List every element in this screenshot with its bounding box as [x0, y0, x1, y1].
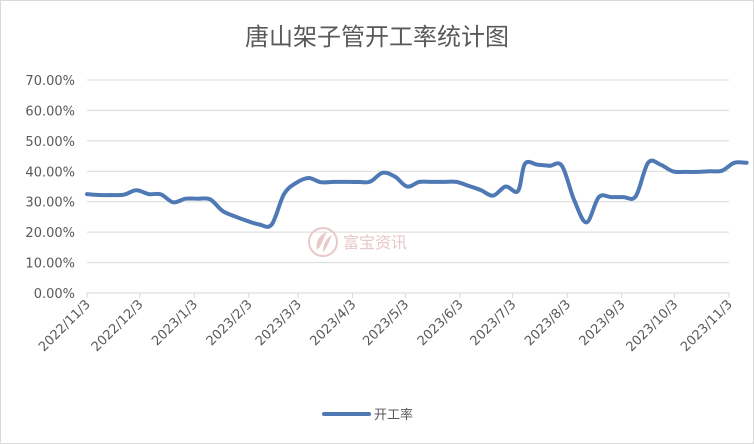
chart-title: 唐山架子管开工率统计图: [245, 23, 509, 51]
y-tick-label: 0.00%: [34, 287, 75, 302]
gridlines: [87, 79, 729, 294]
series-layer: [85, 158, 749, 229]
x-tick-label: 2023/9/3: [577, 297, 629, 349]
series-line-0: [85, 158, 749, 229]
y-tick-label: 50.00%: [25, 135, 75, 150]
legend-label: 开工率: [374, 407, 413, 423]
watermark-text: 富宝资讯: [343, 233, 407, 252]
watermark: 富宝资讯: [308, 227, 407, 257]
y-tick-label: 60.00%: [25, 104, 75, 119]
x-tick-label: 2023/8/3: [522, 297, 574, 349]
x-tick-label: 2023/10/3: [624, 297, 682, 355]
x-tick-label: 2023/3/3: [253, 297, 305, 349]
x-tick-label: 2023/11/3: [678, 297, 736, 355]
y-tick-label: 30.00%: [25, 196, 75, 211]
x-tick-label: 2023/4/3: [308, 297, 360, 349]
x-tick-label: 2023/2/3: [204, 297, 256, 349]
legend: 开工率: [322, 407, 413, 423]
x-tick-label: 2023/1/3: [149, 297, 201, 349]
x-tick-label: 2023/7/3: [468, 297, 520, 349]
watermark-logo-icon: [308, 227, 338, 257]
y-tick-label: 10.00%: [25, 257, 75, 272]
y-axis-ticks: 0.00% 10.00% 20.00% 30.00% 40.00% 50.00% 60.00…: [25, 74, 75, 302]
x-tick-label: 2023/6/3: [415, 297, 467, 349]
x-tick-label: 2022/12/3: [89, 297, 147, 355]
y-tick-label: 20.00%: [25, 226, 75, 241]
y-tick-label: 70.00%: [25, 74, 75, 89]
x-tick-label: 2023/5/3: [360, 297, 412, 349]
x-tick-label: 2022/11/3: [36, 297, 94, 355]
y-tick-label: 40.00%: [25, 165, 75, 180]
